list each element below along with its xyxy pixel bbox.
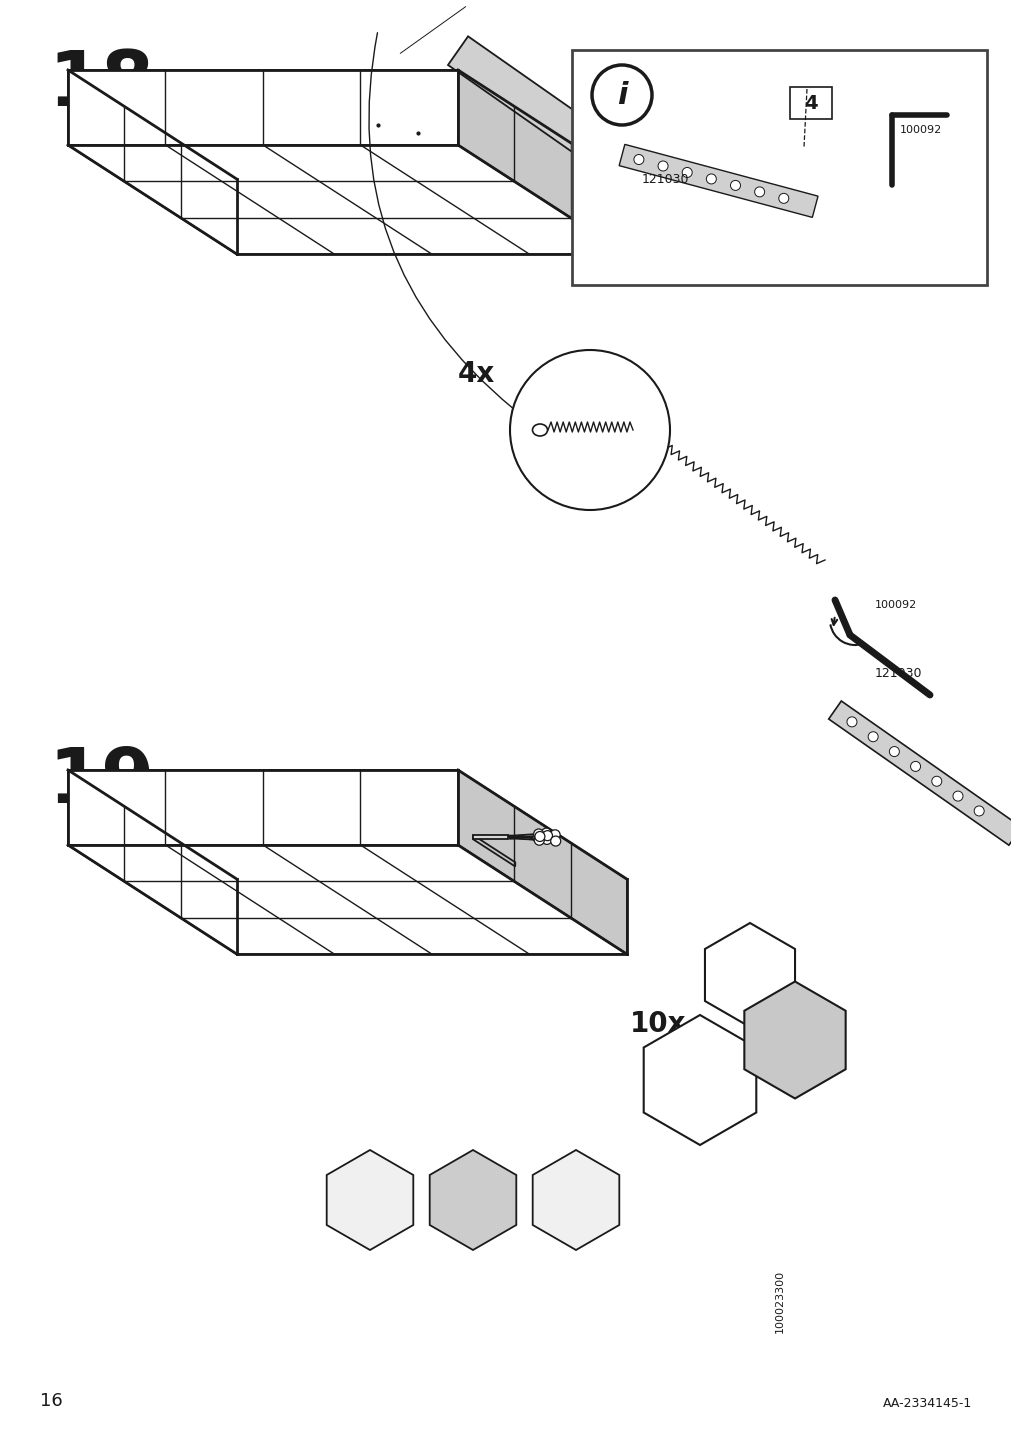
Circle shape [974, 806, 984, 816]
Polygon shape [448, 36, 656, 198]
Polygon shape [705, 924, 795, 1027]
Polygon shape [458, 70, 627, 255]
Circle shape [541, 835, 551, 845]
Circle shape [754, 188, 764, 196]
Circle shape [541, 828, 551, 838]
Polygon shape [430, 1150, 516, 1250]
Text: 104321: 104321 [605, 445, 652, 458]
Polygon shape [532, 1150, 619, 1250]
Polygon shape [68, 770, 458, 845]
Polygon shape [68, 845, 627, 954]
Polygon shape [327, 1150, 412, 1250]
Text: 121030: 121030 [875, 667, 922, 680]
Polygon shape [472, 835, 508, 839]
Circle shape [510, 349, 669, 510]
Polygon shape [68, 70, 237, 255]
Circle shape [867, 732, 878, 742]
Circle shape [910, 762, 920, 772]
Circle shape [542, 831, 552, 841]
Circle shape [549, 833, 559, 843]
Text: 16: 16 [40, 1392, 63, 1411]
Circle shape [952, 790, 962, 800]
Circle shape [591, 64, 651, 125]
Polygon shape [68, 70, 458, 145]
Circle shape [730, 180, 740, 190]
Text: i: i [616, 80, 627, 109]
Text: 121030: 121030 [641, 173, 688, 186]
Text: 18: 18 [48, 49, 154, 122]
Text: 100092: 100092 [899, 125, 941, 135]
Circle shape [706, 173, 716, 183]
Circle shape [931, 776, 941, 786]
Circle shape [633, 155, 643, 165]
Circle shape [550, 836, 560, 846]
Polygon shape [828, 702, 1011, 845]
Polygon shape [643, 1015, 755, 1146]
Circle shape [778, 193, 788, 203]
Text: 104322: 104322 [605, 460, 652, 473]
Circle shape [657, 160, 667, 170]
Circle shape [534, 835, 544, 845]
FancyBboxPatch shape [571, 50, 986, 285]
Circle shape [889, 746, 899, 756]
Text: 100023300: 100023300 [774, 1270, 785, 1333]
Circle shape [846, 717, 856, 727]
Circle shape [681, 168, 692, 178]
Circle shape [533, 833, 543, 842]
Polygon shape [68, 770, 237, 954]
Text: 4x: 4x [457, 359, 494, 388]
Text: 4: 4 [804, 93, 817, 113]
Text: AA-2334145-1: AA-2334145-1 [882, 1398, 971, 1411]
Circle shape [550, 829, 559, 839]
Polygon shape [744, 981, 845, 1098]
Ellipse shape [532, 424, 547, 435]
Polygon shape [68, 145, 627, 255]
Polygon shape [458, 770, 627, 954]
Circle shape [535, 832, 544, 842]
Text: 19: 19 [48, 745, 154, 819]
Text: 100092: 100092 [875, 600, 916, 610]
Polygon shape [619, 145, 817, 218]
Circle shape [533, 829, 543, 839]
FancyBboxPatch shape [790, 87, 831, 119]
Polygon shape [472, 835, 515, 866]
Text: 10x: 10x [630, 1010, 685, 1038]
